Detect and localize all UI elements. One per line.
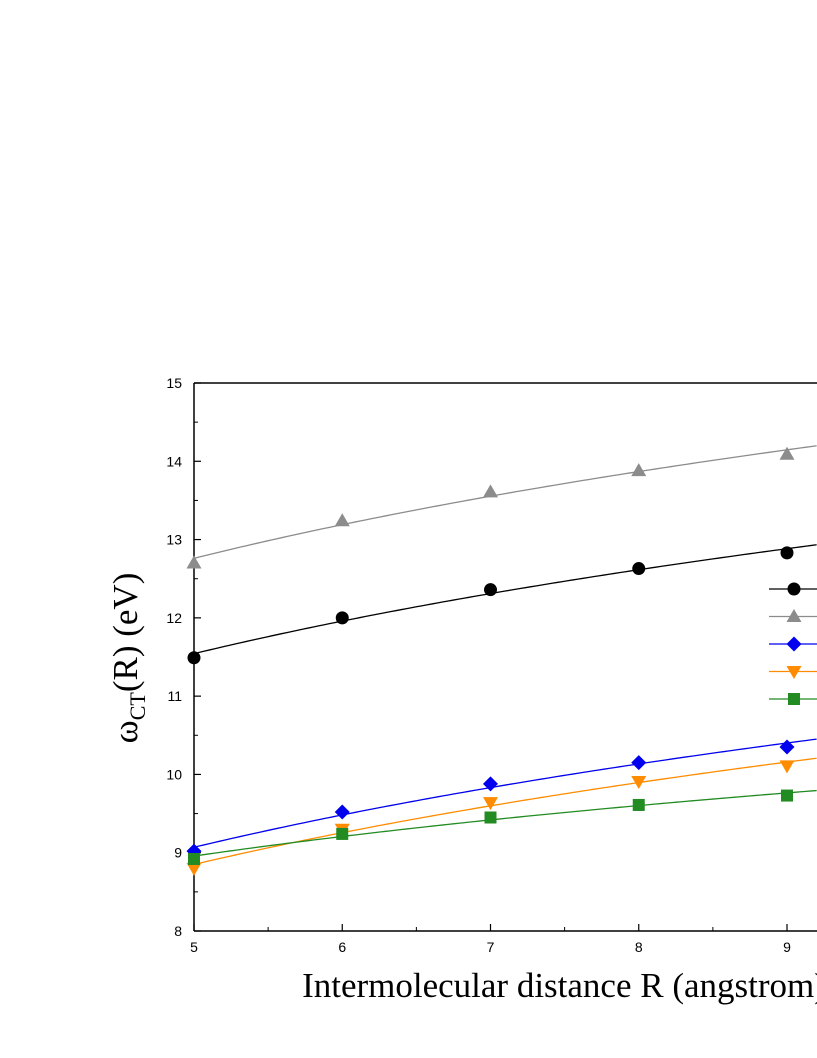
data-point (188, 852, 200, 865)
data-point (483, 797, 498, 811)
data-point (779, 760, 795, 774)
legend-marker (786, 636, 802, 652)
y-axis-ticks: 8 9 10 11 12 13 14 15 (166, 375, 201, 939)
data-point (335, 611, 349, 625)
legend-entry-4 (769, 666, 817, 679)
y-tick-label: 13 (166, 532, 182, 548)
y-tick-label: 14 (166, 453, 182, 469)
y-tick-label: 12 (166, 610, 182, 626)
y-axis-title-subscript: CT (125, 692, 150, 721)
y-tick-label: 9 (174, 845, 182, 861)
y-axis-title-base: ω (106, 720, 145, 743)
data-point (631, 755, 647, 771)
x-tick-label: 5 (190, 939, 198, 955)
plot-area (193, 382, 817, 932)
legend-entry-2 (769, 609, 817, 622)
legend-marker (787, 582, 801, 596)
data-point (631, 775, 647, 789)
legend-entry-3 (769, 636, 817, 652)
data-point (483, 484, 498, 498)
data-point (484, 811, 497, 824)
y-axis-title: ωCT(R) (eV) (106, 573, 150, 744)
series-4 (186, 757, 817, 876)
y-tick-label: 10 (166, 766, 182, 782)
x-tick-label: 9 (783, 939, 791, 955)
series-layer (186, 445, 817, 876)
data-point (483, 776, 498, 792)
data-point (781, 789, 793, 802)
data-point (336, 827, 349, 840)
data-point (780, 546, 794, 560)
y-tick-label: 8 (174, 923, 182, 939)
y-axis-title-rest: (R) (eV) (106, 573, 145, 693)
data-point (779, 739, 795, 755)
data-point (631, 463, 647, 477)
x-axis-title: Intermolecular distance R (angstrom) (302, 966, 817, 1005)
data-point (632, 798, 645, 811)
legend (769, 582, 817, 705)
legend-marker (788, 693, 800, 705)
series-line (193, 789, 817, 857)
data-point (186, 862, 202, 876)
data-point (334, 804, 350, 820)
y-tick-label: 11 (167, 688, 182, 704)
series-3 (186, 738, 817, 859)
data-point (334, 513, 350, 527)
data-point (186, 555, 202, 569)
x-tick-label: 6 (338, 939, 346, 955)
data-point (779, 446, 795, 460)
x-tick-label: 8 (635, 939, 643, 955)
series-line (193, 757, 817, 866)
data-point (187, 651, 201, 665)
series-1 (187, 544, 817, 665)
data-point (484, 583, 497, 597)
x-tick-label: 7 (487, 939, 495, 955)
y-tick-label: 15 (166, 375, 182, 391)
series-line (193, 544, 817, 655)
series-5 (188, 789, 817, 865)
legend-entry-5 (769, 693, 817, 705)
legend-marker (786, 666, 802, 679)
data-point (632, 562, 646, 576)
series-2 (186, 445, 817, 569)
series-line (193, 445, 817, 559)
legend-entry-1 (769, 582, 817, 596)
series-clip-group (186, 445, 817, 876)
series-line (193, 738, 817, 848)
legend-marker (786, 609, 802, 622)
x-axis-ticks: 5 6 7 8 9 (190, 924, 791, 955)
